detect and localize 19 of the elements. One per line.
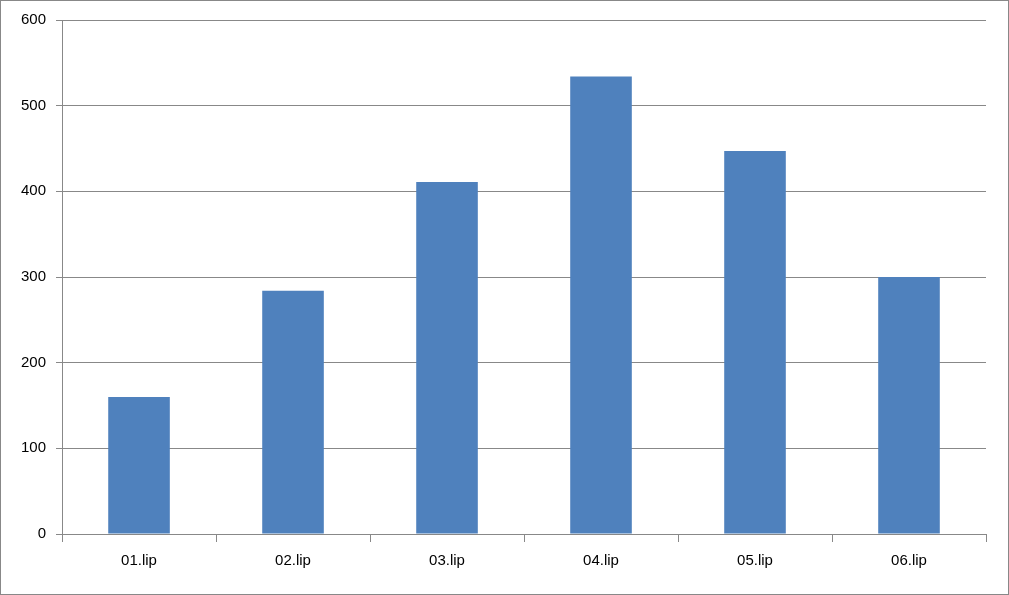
x-tick-label: 03.lip bbox=[429, 551, 465, 569]
x-tick-label: 01.lip bbox=[121, 551, 157, 569]
x-tick-label: 06.lip bbox=[891, 551, 927, 569]
bar bbox=[570, 76, 632, 534]
y-tick-label: 500 bbox=[21, 95, 47, 113]
y-tick-label: 400 bbox=[21, 181, 47, 199]
x-tick-label: 05.lip bbox=[737, 551, 773, 569]
y-tick-label: 0 bbox=[37, 524, 47, 542]
y-tick-label: 100 bbox=[21, 438, 47, 456]
bar bbox=[108, 396, 170, 534]
bar bbox=[878, 277, 940, 534]
y-tick-label: 300 bbox=[21, 267, 47, 285]
bar bbox=[724, 151, 786, 534]
x-tick-label: 04.lip bbox=[583, 551, 619, 569]
y-tick-label: 200 bbox=[21, 352, 47, 370]
bar bbox=[416, 181, 478, 534]
bar bbox=[262, 290, 324, 534]
x-tick-label: 02.lip bbox=[275, 551, 311, 569]
y-tick-label: 600 bbox=[21, 10, 47, 28]
